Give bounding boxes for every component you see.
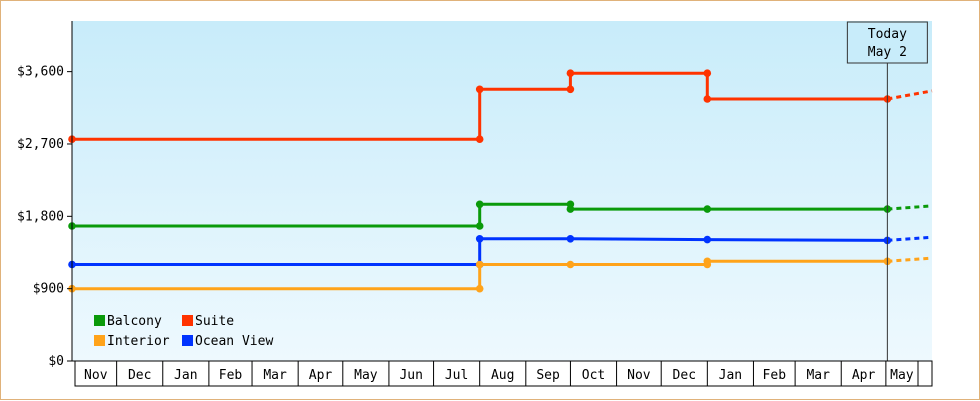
legend-label-balcony: Balcony <box>107 314 162 329</box>
legend-swatch-suite <box>182 315 193 326</box>
data-point-ocean-view <box>475 235 484 243</box>
x-tick-label: Dec <box>128 368 151 383</box>
series-projection-ocean-view <box>887 235 933 242</box>
data-point-suite <box>475 85 484 94</box>
x-tick-label: Mar <box>806 368 830 383</box>
data-point-balcony <box>703 205 712 213</box>
x-tick-label: Oct <box>582 368 605 383</box>
data-point-ocean-view <box>566 235 575 243</box>
data-point-suite <box>566 69 575 77</box>
data-point-balcony <box>566 205 575 213</box>
data-point-balcony <box>475 222 484 230</box>
series-projection-suite <box>887 89 933 101</box>
legend-label-interior: Interior <box>107 334 170 349</box>
data-point-interior <box>475 260 484 269</box>
data-point-suite <box>703 95 712 103</box>
month-strip <box>74 360 933 387</box>
x-tick-label: Feb <box>763 368 787 383</box>
today-date-label: May 2 <box>868 45 907 60</box>
legend-label-suite: Suite <box>195 314 234 329</box>
x-tick-label: Aug <box>491 368 514 383</box>
y-tick-label: $900 <box>33 282 64 297</box>
x-tick-label: Jan <box>174 368 197 383</box>
series-line-ocean-view <box>72 237 888 266</box>
series-projection-interior <box>887 256 933 263</box>
data-point-suite <box>475 135 484 143</box>
data-point-ocean-view <box>703 235 712 244</box>
x-tick-label: Feb <box>219 368 243 383</box>
data-point-balcony <box>475 200 484 209</box>
today-box <box>846 21 928 64</box>
y-tick-label: $3,600 <box>17 65 64 80</box>
x-tick-label: May <box>354 368 378 383</box>
x-tick-label: Nov <box>84 368 108 383</box>
series-line-suite <box>72 71 888 141</box>
x-tick-label: Dec <box>673 368 696 383</box>
y-tick-label: $1,800 <box>17 209 64 224</box>
x-tick-label: May <box>890 368 914 383</box>
x-tick-label: Jan <box>719 368 742 383</box>
data-point-interior <box>475 284 484 293</box>
data-point-interior <box>566 260 575 269</box>
data-point-interior <box>703 257 712 266</box>
x-tick-label: Jul <box>445 368 468 383</box>
y-tick-label: $0 <box>48 354 64 369</box>
x-tick-label: Apr <box>852 368 876 383</box>
y-tick-label: $2,700 <box>17 137 64 152</box>
legend-label-ocean-view: Ocean View <box>195 334 273 349</box>
today-label: Today <box>868 27 907 42</box>
legend-swatch-balcony <box>94 315 105 326</box>
x-tick-label: Sep <box>536 368 560 383</box>
legend-swatch-interior <box>94 335 105 346</box>
x-tick-label: Mar <box>263 368 287 383</box>
plot-background <box>72 21 932 361</box>
data-point-suite <box>703 69 712 77</box>
legend-swatch-ocean-view <box>182 335 193 346</box>
x-tick-label: Nov <box>627 368 651 383</box>
x-tick-label: Apr <box>309 368 333 383</box>
x-tick-label: Jun <box>399 368 422 383</box>
series-projection-balcony <box>887 204 933 211</box>
data-point-suite <box>566 85 575 94</box>
